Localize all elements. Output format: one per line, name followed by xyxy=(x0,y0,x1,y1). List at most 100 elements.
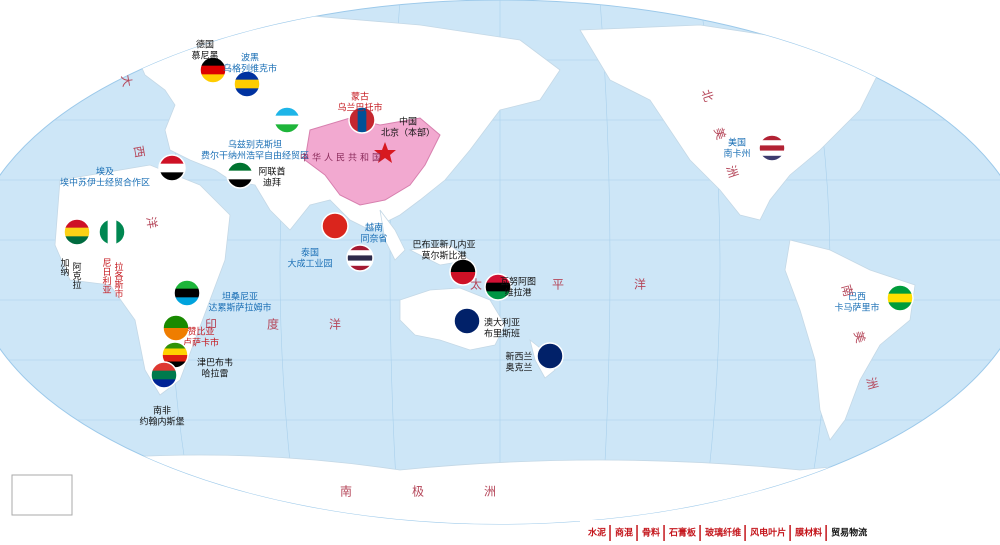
flag-stripe xyxy=(274,124,300,133)
flag-border xyxy=(233,70,261,98)
china-territory xyxy=(304,117,441,206)
location-country: 津巴布韦 xyxy=(197,357,233,369)
flag-stripe xyxy=(759,140,785,146)
flag-stripe xyxy=(485,291,511,300)
flag-stripe xyxy=(174,280,200,290)
location-city: 同奈省 xyxy=(360,233,387,245)
flag-border xyxy=(886,284,914,312)
location-country: 巴布亚新几内亚 xyxy=(412,239,475,251)
location-country: 坦桑尼亚 xyxy=(222,292,258,303)
location-country: 瓦努阿图 xyxy=(500,276,536,288)
flag-stripe xyxy=(234,79,260,89)
flag xyxy=(349,107,375,133)
flag-stripe xyxy=(450,259,476,273)
flag-border xyxy=(536,342,564,370)
flag-border xyxy=(321,212,349,240)
location-country: 加纳 xyxy=(59,258,70,277)
location-city: 卢萨卡市 xyxy=(183,337,219,349)
location-city: 费尔干纳州浩罕自由经贸区 xyxy=(201,150,309,162)
flag xyxy=(347,245,373,271)
flag-stripe xyxy=(450,272,476,285)
flag-stripe xyxy=(163,315,189,329)
flag-stripe xyxy=(357,107,367,133)
location-country: 新西兰 xyxy=(505,351,532,363)
flag xyxy=(200,57,226,83)
flag-border xyxy=(199,56,227,84)
flag-stripe xyxy=(151,379,177,388)
location-city: 慕尼黑 xyxy=(191,50,218,62)
business-item: 商混 xyxy=(615,527,633,539)
region-label: 太平洋 xyxy=(470,277,716,292)
flag xyxy=(274,107,300,133)
flag-stripe xyxy=(159,163,185,173)
location-country: 尼日利亚 xyxy=(101,258,112,294)
location-country: 泰国 xyxy=(301,247,319,259)
location-city: 达累斯萨拉姆市 xyxy=(208,302,271,314)
location-city: 奥克兰 xyxy=(505,362,532,374)
flag-stripe xyxy=(227,179,253,188)
flag xyxy=(151,362,177,388)
flag xyxy=(174,280,200,306)
location-country: 赞比亚 xyxy=(187,326,214,338)
flag-stripe xyxy=(759,155,785,161)
scale-legend xyxy=(11,474,73,516)
business-item: 风电叶片 xyxy=(750,527,786,539)
flag-border xyxy=(150,361,178,389)
location-country: 乌兹别克斯坦 xyxy=(228,139,282,151)
location-city: 北京（本部） xyxy=(381,127,435,139)
flag-stripe xyxy=(759,135,785,141)
flag-stripe xyxy=(274,115,300,125)
flag-stripe xyxy=(227,162,253,172)
flag-stripe xyxy=(159,172,185,181)
flag-stripe xyxy=(274,107,300,117)
flag-stripe xyxy=(485,282,511,292)
location-country: 澳大利亚 xyxy=(484,317,520,329)
location-city: 乌格列维克市 xyxy=(223,63,277,75)
location-country: 美国 xyxy=(728,137,746,149)
region-label: 印度洋 xyxy=(205,317,391,332)
flag-border xyxy=(162,314,190,342)
flag-border xyxy=(346,244,374,272)
flag-border xyxy=(348,106,376,134)
location-city: 哈拉雷 xyxy=(201,368,228,380)
region-label: 中华人民共和国 xyxy=(300,152,384,164)
location-city: 约翰内斯堡 xyxy=(139,416,184,428)
flag-stripe xyxy=(162,355,188,362)
business-item: 骨料 xyxy=(642,527,660,539)
flag-stripe xyxy=(759,150,785,157)
location-city: 南卡州 xyxy=(723,148,750,160)
flag-stripe xyxy=(174,297,200,306)
flag-stripe xyxy=(162,361,188,368)
flag-stripe xyxy=(107,219,117,245)
flag-stripe xyxy=(64,227,90,237)
flag-border xyxy=(449,258,477,286)
beijing-star xyxy=(374,142,396,163)
flag xyxy=(227,162,253,188)
business-item: 水泥 xyxy=(588,527,606,539)
flag-border xyxy=(226,161,254,189)
flag-stripe xyxy=(485,274,511,284)
location-country: 埃及 xyxy=(96,166,114,178)
flag xyxy=(163,315,189,341)
flag xyxy=(887,285,913,311)
flag-border xyxy=(484,273,512,301)
region-label: 南极洲 xyxy=(340,484,556,499)
flag-stripe xyxy=(347,260,373,267)
flag-stripe xyxy=(163,328,189,341)
business-item: 贸易物流 xyxy=(831,527,867,539)
flag-stripe xyxy=(200,74,226,83)
flag-border xyxy=(63,218,91,246)
location-city: 大成工业园 xyxy=(287,258,332,270)
location-country: 越南 xyxy=(365,222,383,234)
location-city: 维拉港 xyxy=(504,287,531,299)
flag-stripe xyxy=(151,362,177,372)
flag-stripe xyxy=(64,219,90,229)
flag xyxy=(485,274,511,300)
location-city: 卡马萨里市 xyxy=(834,302,879,314)
business-item: 石膏板 xyxy=(668,527,697,539)
location-city: 埃中苏伊士经贸合作区 xyxy=(60,177,150,189)
flag-stripe xyxy=(347,265,373,271)
flag xyxy=(162,342,188,368)
location-city: 阿克拉 xyxy=(71,262,82,290)
